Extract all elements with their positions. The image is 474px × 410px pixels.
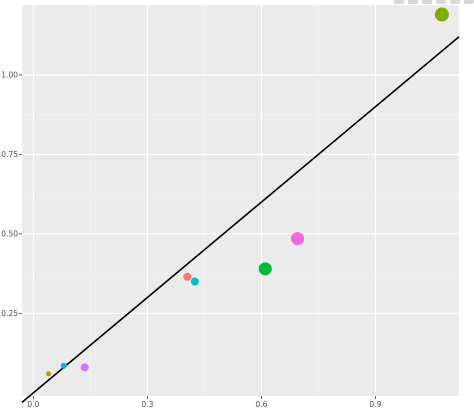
x-tick-label: 0.9	[369, 400, 381, 409]
data-point[interactable]	[434, 7, 449, 22]
x-tick-label: 0.3	[141, 400, 153, 409]
data-point[interactable]	[46, 371, 52, 377]
zoom-icon[interactable]	[408, 0, 418, 4]
camera-icon[interactable]	[394, 0, 404, 4]
data-point[interactable]	[80, 363, 89, 372]
x-tick-label: 0.6	[255, 400, 267, 409]
reset-axes-icon[interactable]	[450, 0, 460, 4]
plot-background	[22, 5, 459, 396]
plotly-logo-icon[interactable]	[464, 0, 474, 4]
data-point[interactable]	[291, 232, 304, 246]
y-tick-label: 0.50	[1, 229, 18, 238]
y-tick-label: 0.75	[1, 150, 18, 159]
plot-modebar[interactable]	[340, 0, 474, 4]
pan-icon[interactable]	[422, 0, 432, 4]
data-point[interactable]	[190, 277, 199, 286]
data-point[interactable]	[60, 362, 67, 369]
data-point[interactable]	[183, 272, 192, 281]
data-point[interactable]	[258, 262, 272, 276]
reference-line	[21, 36, 460, 403]
x-tick-label: 0.0	[27, 400, 39, 409]
y-tick-label: 0.25	[1, 309, 18, 318]
y-tick-label: 1.00	[1, 70, 18, 79]
autoscale-icon[interactable]	[436, 0, 446, 4]
